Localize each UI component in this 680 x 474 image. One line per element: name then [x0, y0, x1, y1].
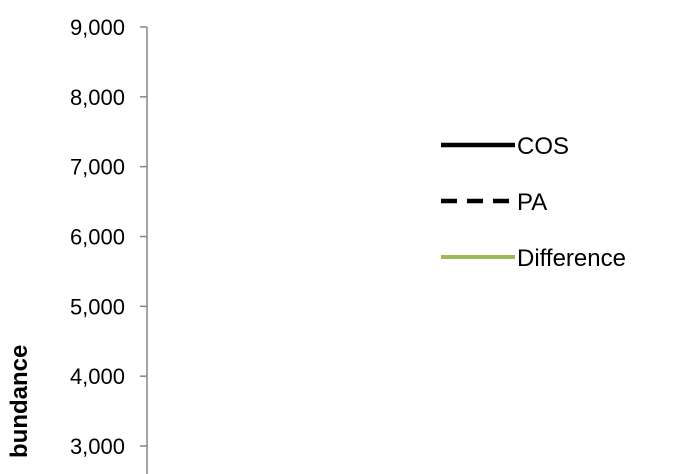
- legend: COS PA Difference: [441, 133, 626, 272]
- y-tick-label: 9,000: [70, 15, 125, 40]
- legend-label-cos: COS: [517, 133, 569, 160]
- legend-label-pa: PA: [517, 189, 547, 216]
- y-tick-label: 7,000: [70, 155, 125, 180]
- legend-label-difference: Difference: [517, 245, 626, 272]
- y-tick-label: 8,000: [70, 85, 125, 110]
- y-axis: 9,000 8,000 7,000 6,000 5,000 4,000 3,000: [70, 15, 148, 474]
- y-tick-label: 5,000: [70, 294, 125, 319]
- y-ticks: 9,000 8,000 7,000 6,000 5,000 4,000 3,000: [70, 15, 147, 459]
- y-tick-label: 4,000: [70, 364, 125, 389]
- y-tick-label: 3,000: [70, 434, 125, 459]
- y-tick-label: 6,000: [70, 225, 125, 250]
- y-axis-label: bundance: [6, 345, 33, 458]
